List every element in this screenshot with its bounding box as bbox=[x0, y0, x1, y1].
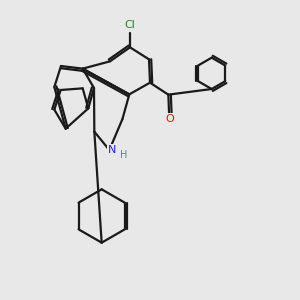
Text: H: H bbox=[120, 150, 127, 160]
Text: Cl: Cl bbox=[124, 20, 135, 30]
Text: O: O bbox=[165, 114, 174, 124]
Text: N: N bbox=[108, 145, 116, 155]
